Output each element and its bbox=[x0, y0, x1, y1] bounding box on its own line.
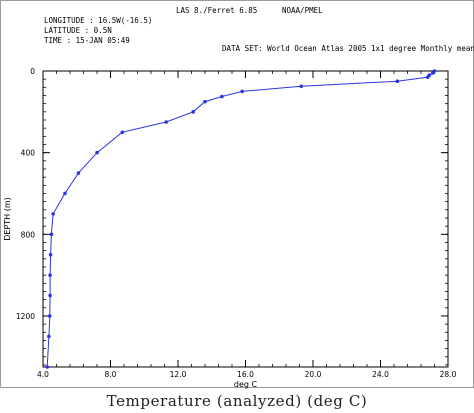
data-point bbox=[425, 75, 430, 79]
time-label: TIME : 15-JAN 05:49 bbox=[44, 36, 130, 45]
latitude-label: LATITUDE : 0.5N bbox=[44, 26, 112, 35]
y-tick-labels: 0 400 800 1200 bbox=[16, 67, 35, 321]
data-point bbox=[203, 99, 207, 104]
temperature-depth-chart: 4.0 8.0 12.0 16.0 20.0 24.0 28.0 0 400 800 1200 d… bbox=[3, 67, 457, 389]
data-point bbox=[220, 94, 224, 99]
x-tick-label: 4.0 bbox=[37, 370, 49, 379]
x-tick-label: 8.0 bbox=[105, 370, 117, 379]
x-tick-label: 20.0 bbox=[305, 370, 322, 379]
x-tick-labels: 4.0 8.0 12.0 16.0 20.0 24.0 28.0 bbox=[37, 370, 457, 379]
organization: NOAA/PMEL bbox=[282, 6, 323, 15]
data-point bbox=[395, 79, 400, 84]
data-point bbox=[47, 314, 52, 318]
x-axis-title: deg C bbox=[234, 380, 258, 389]
major-ticks bbox=[42, 70, 449, 367]
data-point bbox=[48, 252, 53, 257]
data-point bbox=[164, 120, 168, 124]
data-point bbox=[48, 273, 52, 277]
x-tick-label: 12.0 bbox=[170, 370, 187, 379]
data-point bbox=[120, 130, 125, 135]
longitude-label: LONGITUDE : 16.5W(-16.5) bbox=[44, 16, 153, 25]
dataset-label: DATA SET: World Ocean Atlas 2005 1x1 deg… bbox=[222, 44, 474, 53]
x-tick-label: 16.0 bbox=[237, 370, 254, 379]
data-point bbox=[95, 150, 99, 155]
y-tick-label: 1200 bbox=[16, 312, 35, 321]
data-point bbox=[48, 293, 52, 298]
data-point bbox=[45, 365, 50, 369]
data-point bbox=[240, 89, 244, 94]
data-point bbox=[191, 110, 195, 114]
data-point bbox=[431, 71, 435, 75]
data-point bbox=[76, 171, 81, 175]
data-point bbox=[51, 212, 55, 216]
y-tick-label: 800 bbox=[21, 230, 36, 239]
data-point bbox=[47, 334, 51, 339]
data-point bbox=[63, 191, 67, 196]
y-tick-label: 0 bbox=[30, 67, 35, 76]
minor-ticks bbox=[42, 70, 449, 367]
x-tick-label: 24.0 bbox=[372, 370, 389, 379]
data-point bbox=[49, 232, 54, 237]
x-tick-label: 28.0 bbox=[440, 370, 457, 379]
series-line bbox=[46, 70, 435, 368]
data-point bbox=[299, 84, 303, 89]
y-axis-title: DEPTH (m) bbox=[3, 197, 12, 241]
series-temperature bbox=[45, 69, 437, 369]
plot-area bbox=[42, 70, 449, 368]
y-tick-label: 400 bbox=[21, 149, 36, 158]
app-version: LAS 8./Ferret 6.85 bbox=[176, 6, 258, 15]
figure-caption: Temperature (analyzed) (deg C) bbox=[106, 392, 368, 410]
